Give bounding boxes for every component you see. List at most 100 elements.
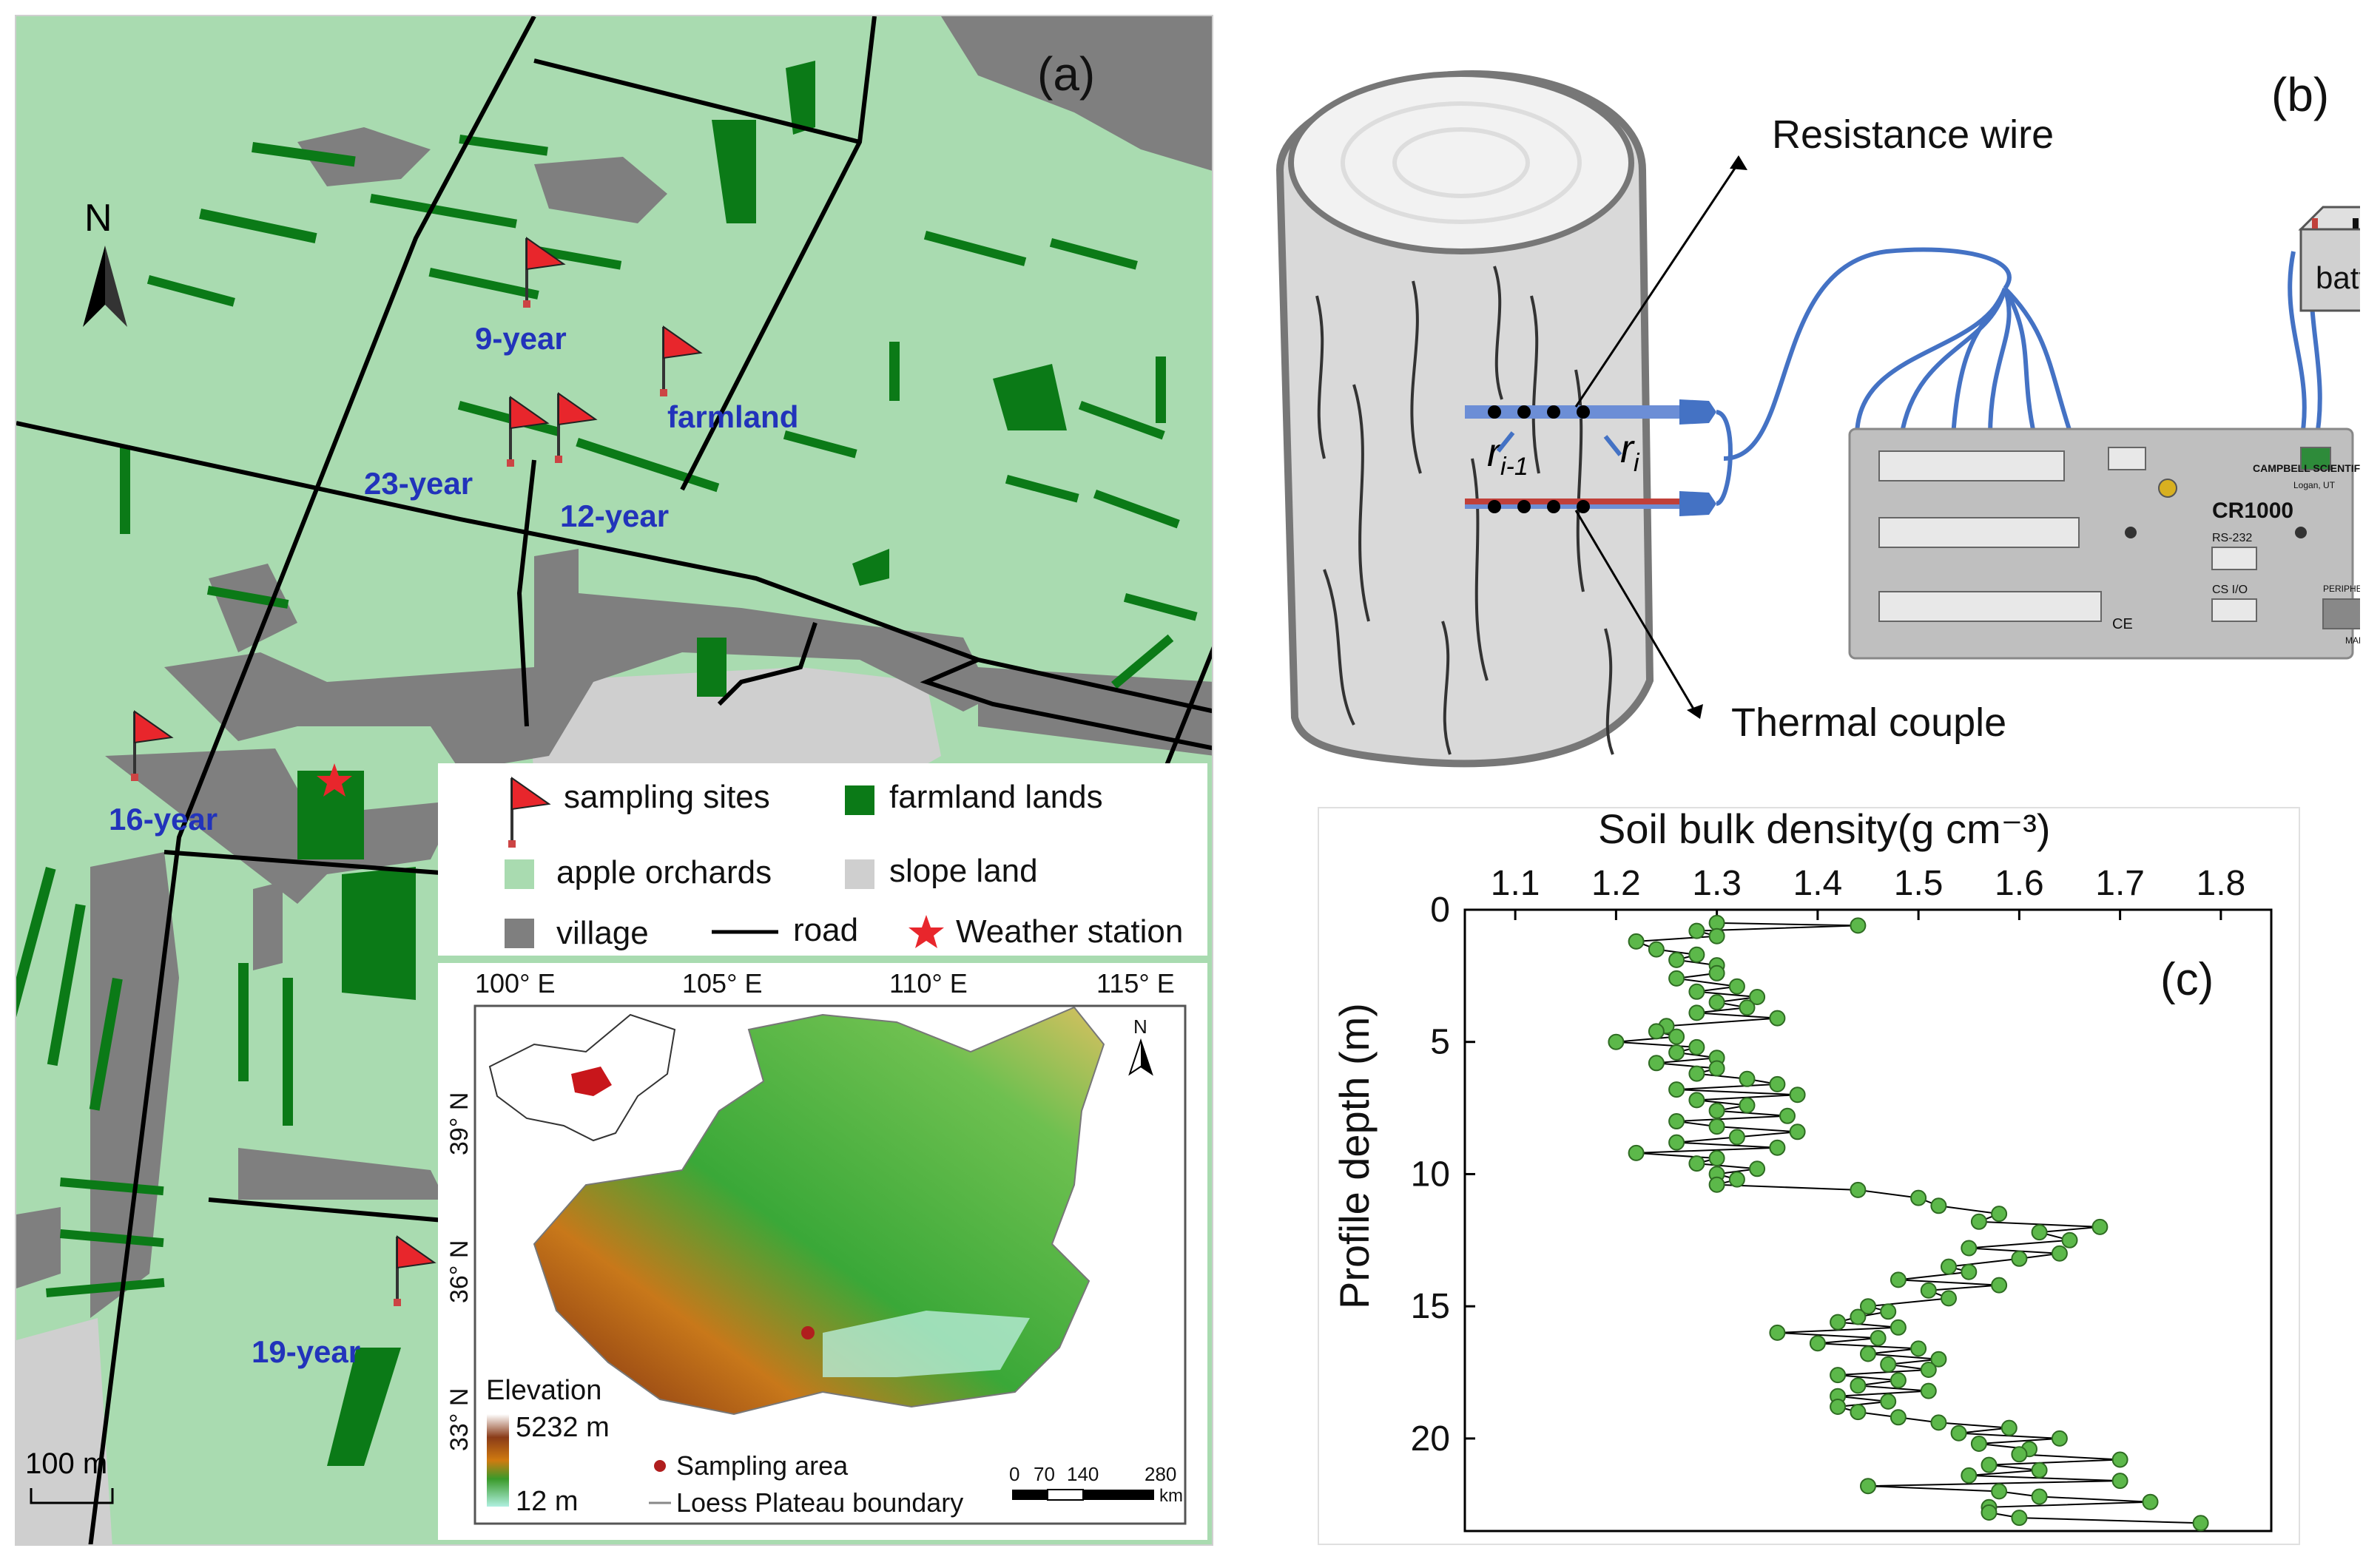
data-point [1708,1118,1725,1135]
data-point [1981,1504,1998,1521]
data-point [1830,1399,1847,1415]
bulk-density-profile-chart: Soil bulk density(g cm⁻³) Profile depth … [1317,805,2301,1546]
legend-slope-land: slope land [889,853,1038,889]
data-point [2192,1515,2209,1532]
inset-frame [473,1004,1187,1525]
x-tick-label: 1.8 [2197,864,2246,903]
lon-label-100: 100° E [475,968,555,998]
inset-north-arrow-icon: N [1128,1016,1153,1076]
data-point [1779,1107,1796,1124]
r-curr-label: ri [1620,427,1640,477]
map-scale-bar: 100 m [25,1447,114,1504]
chart-plot-area: 1.1 1.2 1.3 1.4 1.5 1.6 1.7 1.8 0 5 10 15 20 [1411,864,2273,1532]
elevation-max: 5232 m [516,1412,610,1443]
chart-canvas: Soil bulk density(g cm⁻³) Profile depth … [1318,805,2300,1545]
data-point [1830,1367,1847,1384]
setup-canvas: (b) ri-1 ri [1275,68,2363,768]
panel-c-label: (c) [2160,954,2214,1005]
site-label-23-year: 23-year [364,466,473,501]
battery-icon: battery [2298,206,2363,312]
y-tick-label: 20 [1411,1419,1450,1459]
data-point [1789,1087,1806,1104]
x-tick-label: 1.7 [2095,864,2145,903]
slope-land-areas [16,667,941,1544]
logger-cables [1715,247,2322,506]
data-point [1688,1004,1705,1021]
ce-mark: CE [2112,616,2133,632]
legend-boundary: Loess Plateau boundary [676,1487,963,1518]
lat-label-33: 33° N [445,1388,473,1451]
x-tick-label: 1.5 [1894,864,1944,903]
scale-tick-140: 140 [1067,1463,1099,1485]
data-point [1941,1290,1957,1307]
data-point [1789,1123,1806,1140]
farmland-areas [16,61,1198,1466]
data-point [1628,933,1645,950]
port-rs232: RS-232 [2212,532,2252,544]
data-point [1688,1155,1705,1172]
north-arrow-icon: N [83,197,127,327]
inset-canvas: 100° E 105° E 110° E 115° E 39° N 36° N … [445,968,1187,1525]
scale-unit: km [1159,1486,1183,1506]
valley-lowland [823,1311,1030,1377]
port-cs-io: CS I/O [2212,584,2248,596]
data-point [1648,941,1665,958]
data-point [1708,1060,1725,1077]
flag-icon-12-year [555,392,598,463]
x-tick-label: 1.1 [1491,864,1540,903]
data-point [1941,1258,1957,1275]
data-point [1628,1144,1645,1161]
data-point [1708,994,1725,1011]
data-point [1930,1414,1947,1431]
chart-xlabel: Soil bulk density(g cm⁻³) [1598,806,2051,852]
lat-label-36: 36° N [445,1240,473,1303]
data-point [2091,1218,2109,1235]
flag-icon-19-year [394,1235,436,1306]
legend-orchard-swatch [505,859,534,889]
data-point [1970,1213,1987,1230]
legend-sampling-sites: sampling sites [564,779,770,815]
x-tick-label: 1.2 [1591,864,1641,903]
north-label: N [84,197,112,240]
x-tick-label: 1.3 [1692,864,1742,903]
annotation-arrows [1574,155,1747,719]
data-point [1890,1409,1907,1426]
data-point [1739,999,1756,1016]
data-point [2011,1250,2028,1267]
village-areas [16,16,1212,1318]
data-point [1991,1483,2008,1500]
site-label-19-year: 19-year [252,1334,360,1369]
tree-trunk [1275,70,1654,768]
elevation-title: Elevation [486,1375,601,1406]
plot-frame [1463,908,2273,1532]
data-point [1769,1010,1786,1027]
data-point [1668,1028,1685,1045]
legend-village-swatch [505,919,534,948]
data-point [2000,1419,2018,1436]
data-point [1981,1456,1998,1473]
data-point [2051,1430,2068,1447]
data-point [1688,1092,1705,1109]
battery-label: battery [2316,260,2360,295]
site-label-16-year: 16-year [109,802,218,837]
data-point [1961,1467,1978,1484]
data-point [1708,1102,1725,1119]
data-point [1910,1189,1927,1206]
data-point [1728,1129,1745,1146]
y-tick-label: 0 [1430,891,1450,930]
data-point [1880,1356,1897,1373]
weather-station-star [317,763,352,797]
data-point [1648,1023,1665,1040]
data-point [1749,1160,1766,1177]
legend-slope-swatch [845,859,874,889]
x-tick-label: 1.6 [1995,864,2044,903]
port-peripheral: PERIPHERAL PORT [2323,584,2360,594]
data-point [1850,917,1867,934]
data-point [1961,1263,1978,1280]
data-point [1708,927,1725,944]
data-point [1668,1081,1685,1098]
resistance-wire-label: Resistance wire [1772,112,2054,157]
panel-a-label: (a) [1037,47,1095,101]
data-point [1880,1303,1897,1320]
data-point [1608,1033,1625,1050]
